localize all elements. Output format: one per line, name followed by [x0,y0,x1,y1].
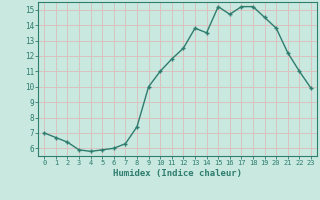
X-axis label: Humidex (Indice chaleur): Humidex (Indice chaleur) [113,169,242,178]
